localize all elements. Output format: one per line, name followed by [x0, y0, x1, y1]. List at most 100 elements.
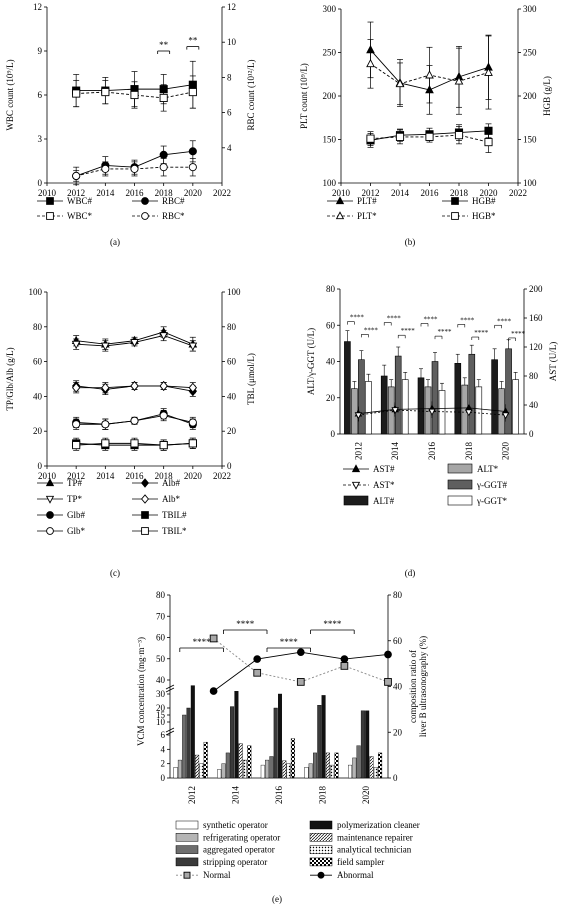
panel-c-point	[188, 418, 197, 427]
panel-c-legend-0-marker	[45, 478, 55, 487]
panel-d-ast-point	[391, 407, 399, 415]
panel-e-ratio-point	[253, 655, 262, 663]
panel-a-point	[159, 150, 168, 159]
panel-d-x-tick-label: 2020	[501, 441, 511, 460]
panel-c-point	[159, 380, 168, 391]
panel-b-legend-0-marker	[335, 196, 345, 205]
panel-c-point	[130, 380, 139, 391]
panel-a-sig-label: **	[159, 40, 169, 50]
panel-d-y-tick-label: 20	[326, 393, 336, 403]
panel-d-sig-label: ****	[511, 330, 526, 338]
panel-b-y-tick-label: 150	[323, 135, 337, 145]
panel-c-y-tick-label: 20	[33, 426, 43, 436]
panel-b-point	[484, 138, 493, 147]
panel-d-y2-tick-label: 160	[529, 313, 543, 323]
panel-e-legend-label: Normal	[203, 870, 231, 880]
panel-c-point	[188, 342, 198, 351]
panel-d-legend-swatch	[343, 495, 369, 506]
panel-d-legend-swatch	[447, 463, 473, 474]
panel-c-legend-6-marker	[141, 511, 149, 519]
panel-e-ratio-point	[209, 634, 218, 643]
panel-b-legend-3-marker	[451, 212, 459, 220]
panel-d-x-tick-label: 2012	[353, 442, 363, 460]
panel-e-legend-label: polymerization cleaner	[337, 820, 420, 830]
panel-d-sig-label: ****	[350, 314, 365, 322]
panel-e-legend-swatch	[175, 820, 199, 830]
panel-a-point	[188, 163, 197, 172]
panel-c-legend-label: TBIL#	[162, 510, 187, 520]
panel-d-ast-point	[354, 412, 363, 420]
panel-a-legend-label: RBC#	[162, 196, 185, 206]
panel-e-x-tick-label: 2016	[274, 786, 284, 805]
panel-a-y-tick-label: 0	[38, 178, 43, 188]
panel-d-y2-label: AST (U/L)	[548, 342, 558, 382]
panel-e-y-tick-label: 4	[161, 744, 166, 754]
panel-e-y2-tick-label: 40	[393, 682, 403, 692]
panel-c-y2-tick-label: 100	[227, 287, 241, 297]
panel-b-y-tick-label: 100	[323, 178, 337, 188]
panel-d-sig-label: ****	[401, 327, 416, 335]
panel-e-bar	[325, 752, 330, 779]
panel-d-sig-label: ****	[387, 315, 402, 323]
panel-e-y-tick-label: 15	[156, 710, 166, 720]
panel-c-point	[72, 441, 81, 450]
panel-d-legend-swatch	[447, 495, 473, 506]
panel-d-legend-label: ALT#	[373, 496, 395, 506]
panel-e-legend-label: maintenance repairer	[337, 832, 413, 842]
panel-d-x-tick-label: 2016	[427, 442, 437, 461]
panel-e-legend-label: refrigerating operator	[203, 832, 280, 842]
panel-a-y2-tick-label: 10	[227, 37, 237, 47]
panel-e-bar	[321, 695, 326, 779]
panel-a-caption: (a)	[110, 237, 120, 247]
panel-c-y2-tick-label: 80	[227, 322, 237, 332]
panel-e-bar	[182, 714, 187, 779]
panel-c-y2-tick-label: 60	[227, 357, 237, 367]
panel-d-sig-label: ****	[497, 317, 512, 325]
panel-b-x-tick-label: 2018	[450, 188, 469, 198]
panel-e-legend-abnormal-marker	[317, 871, 325, 879]
panel-a-y2-label: RBC count (10¹²/L)	[246, 60, 256, 131]
panel-c-point	[159, 332, 169, 341]
panel-a-series-line	[76, 166, 193, 177]
panel-d-caption: (d)	[405, 568, 416, 578]
panel-a-point	[130, 90, 139, 100]
panel-d-bar	[438, 390, 446, 435]
panel-d-y-label: ALT/γ-GGT (U/L)	[306, 328, 316, 395]
panel-a-sig-label: **	[188, 36, 198, 46]
panel-e-bar	[173, 767, 178, 779]
panel-e-bar	[334, 752, 339, 779]
panel-d-bar	[351, 388, 358, 435]
panel-c-legend-label: Alb#	[162, 478, 181, 488]
panel-c-legend-label: TP*	[67, 494, 83, 504]
panel-a-legend-label: RBC*	[162, 211, 185, 221]
panel-a-y-label: WBC count (10⁹/L)	[5, 59, 15, 130]
panel-c-legend-7-marker	[141, 527, 149, 535]
panel-e-ratio-line	[213, 638, 389, 683]
panel-c-point	[101, 420, 110, 429]
panel-e-bar	[238, 743, 243, 779]
panel-b-y-tick-label: 250	[323, 48, 337, 58]
panel-e-y-label: VCM concentration (mg·m⁻³)	[136, 637, 146, 746]
panel-c-x-tick-label: 2014	[96, 471, 115, 481]
panel-d-ast-point	[465, 409, 473, 417]
panel-d-bar	[417, 377, 425, 435]
panel-b-legend-label: HGB*	[472, 211, 496, 221]
panel-d-bar	[358, 359, 365, 435]
panel-e-x-tick-label: 2012	[187, 786, 197, 804]
panel-d-legend-label: γ-GGT#	[476, 480, 507, 490]
panel-d-legend-label: γ-GGT*	[476, 496, 507, 506]
panel-e-bar	[278, 693, 283, 779]
panel-e-legend-swatch	[309, 857, 333, 867]
panel-c-point	[72, 420, 81, 429]
panel-e-bar	[234, 691, 239, 779]
panel-c-point	[130, 339, 139, 348]
panel-e-axis-break	[165, 687, 175, 693]
panel-b-y-tick-label: 300	[323, 4, 337, 14]
panel-c-y-tick-label: 80	[33, 322, 43, 332]
panel-e-bar	[290, 738, 295, 779]
panel-b-legend-1-marker	[335, 211, 345, 220]
panel-e-bar	[217, 769, 222, 779]
panel-d-ast-point	[428, 408, 436, 416]
panel-a-y-tick-label: 9	[38, 46, 43, 56]
panel-e-sig-label: ****	[193, 637, 212, 647]
